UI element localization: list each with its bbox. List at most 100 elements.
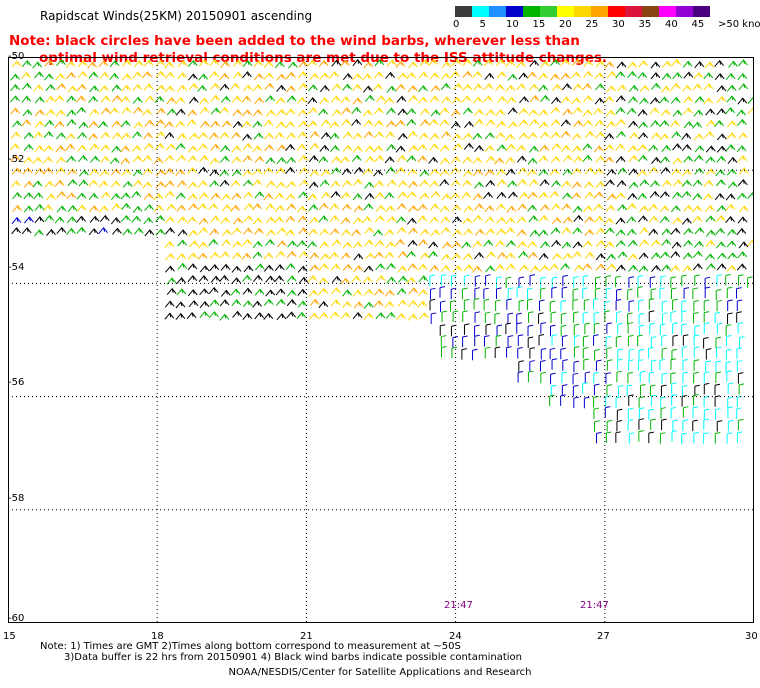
wind-barb xyxy=(396,202,407,211)
wind-barb xyxy=(682,265,693,273)
wind-barb xyxy=(736,263,747,271)
wind-barb xyxy=(704,131,715,139)
wind-barb xyxy=(351,229,361,237)
wind-barb xyxy=(430,109,441,117)
wind-barb xyxy=(231,192,242,200)
wind-barb xyxy=(693,394,699,406)
wind-barb xyxy=(725,348,732,361)
wind-barb xyxy=(56,205,67,213)
wind-barb xyxy=(671,348,678,361)
wind-barb xyxy=(120,157,131,165)
legend-label: 20 xyxy=(559,19,572,30)
wind-barb xyxy=(604,227,615,235)
wind-barb xyxy=(252,300,262,308)
wind-barb xyxy=(584,229,595,237)
wind-barb xyxy=(418,85,428,93)
wind-barb xyxy=(595,181,606,189)
wind-barb xyxy=(659,323,666,336)
wind-barb xyxy=(319,144,330,152)
wind-barb xyxy=(340,217,351,225)
wind-barb xyxy=(474,108,484,117)
wind-barb xyxy=(551,286,557,299)
wind-barb xyxy=(516,60,526,69)
wind-barb xyxy=(88,95,98,104)
wind-barb xyxy=(495,203,506,211)
wind-barb xyxy=(440,335,447,347)
wind-barb xyxy=(56,226,67,235)
wind-barb xyxy=(439,169,450,177)
wind-barb xyxy=(352,73,363,81)
wind-barb xyxy=(397,108,408,116)
wind-barb xyxy=(365,252,375,260)
wind-barb xyxy=(505,133,515,141)
wind-barb xyxy=(692,287,698,299)
wind-barb xyxy=(648,215,659,223)
wind-barb xyxy=(98,60,109,68)
wind-barb xyxy=(122,180,133,188)
wind-barb xyxy=(485,274,491,286)
wind-barb xyxy=(736,287,742,299)
wind-barb xyxy=(242,71,252,79)
wind-barb xyxy=(439,205,450,213)
wind-barb xyxy=(528,109,538,117)
wind-barb xyxy=(197,84,207,93)
legend-swatch xyxy=(472,6,489,17)
wind-barb xyxy=(497,251,507,260)
wind-barb xyxy=(12,120,22,128)
wind-barb xyxy=(538,229,549,237)
wind-barb xyxy=(274,275,284,283)
wind-barb xyxy=(527,157,538,165)
wind-barb xyxy=(561,203,572,211)
wind-barb xyxy=(364,192,375,200)
wind-barb xyxy=(738,241,749,249)
wind-barb xyxy=(286,311,296,319)
wind-barb xyxy=(606,253,616,261)
wind-barb xyxy=(11,216,22,225)
wind-barb xyxy=(429,143,440,151)
wind-barb xyxy=(583,70,593,78)
wind-barb xyxy=(484,346,491,359)
wind-barb xyxy=(527,287,533,300)
wind-barb xyxy=(156,107,166,115)
wind-barb xyxy=(385,71,395,79)
wind-barb xyxy=(550,372,556,385)
wind-barb xyxy=(661,347,668,360)
wind-barb xyxy=(670,227,681,235)
wind-barb xyxy=(10,154,21,162)
wind-barb xyxy=(649,276,656,288)
wind-barb xyxy=(670,276,676,288)
wind-barb xyxy=(330,190,341,199)
wind-barb xyxy=(299,167,309,175)
wind-barb xyxy=(286,156,296,164)
wind-barb xyxy=(232,310,242,318)
wind-barb xyxy=(329,311,340,319)
wind-barb xyxy=(188,82,199,91)
wind-barb xyxy=(10,107,20,115)
wind-barb xyxy=(595,227,606,235)
wind-barb xyxy=(737,192,747,200)
wind-barb xyxy=(253,274,263,282)
wind-barb xyxy=(516,83,527,91)
wind-barb xyxy=(23,205,34,213)
wind-barb xyxy=(77,60,88,68)
wind-barb xyxy=(582,154,593,162)
wind-barb xyxy=(341,203,352,211)
wind-barb xyxy=(714,395,721,407)
wind-barb xyxy=(241,120,252,128)
wind-barb xyxy=(263,264,274,272)
wind-barb xyxy=(683,121,694,129)
wind-barb xyxy=(650,336,657,348)
wind-barb xyxy=(462,58,473,67)
wind-barb xyxy=(638,430,644,442)
wind-barb xyxy=(166,108,177,116)
wind-barb xyxy=(672,157,683,165)
wind-barb xyxy=(221,239,232,247)
wind-barb xyxy=(672,72,683,80)
wind-barb xyxy=(463,264,474,272)
wind-barb xyxy=(715,360,721,372)
wind-barb xyxy=(384,97,394,105)
wind-barb xyxy=(219,313,230,321)
wind-barb xyxy=(637,334,643,347)
wind-barb xyxy=(605,275,612,287)
wind-barb xyxy=(716,85,727,93)
